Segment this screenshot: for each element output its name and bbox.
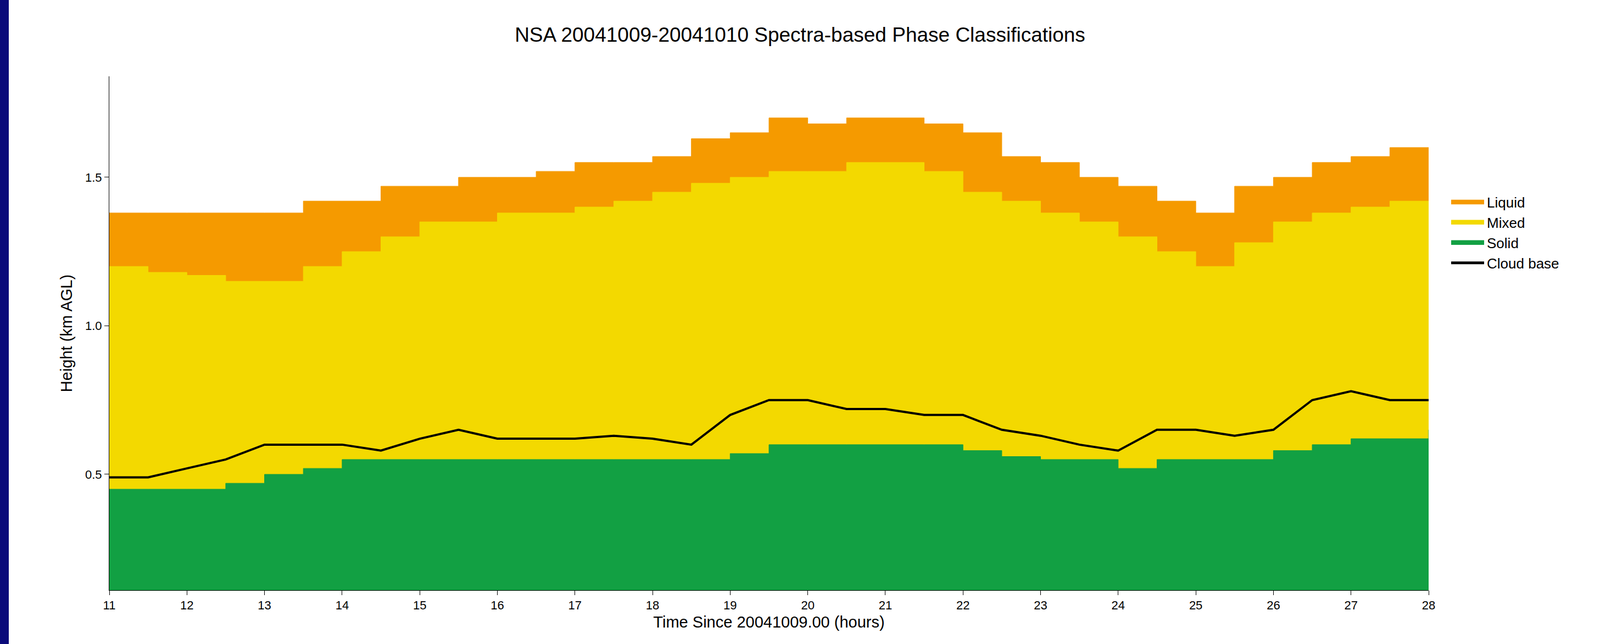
svg-text:16: 16 [490,598,504,613]
svg-text:Liquid: Liquid [1486,194,1525,211]
svg-text:18: 18 [645,598,660,613]
svg-text:19: 19 [723,598,737,613]
svg-text:21: 21 [878,598,893,613]
svg-text:Solid: Solid [1486,235,1519,252]
svg-text:22: 22 [956,598,970,613]
svg-text:15: 15 [413,598,427,613]
svg-text:NSA 20041009-20041010 Spectra-: NSA 20041009-20041010 Spectra-based Phas… [514,23,1086,47]
svg-text:11: 11 [103,598,116,613]
svg-text:Height (km AGL): Height (km AGL) [57,274,76,393]
svg-text:27: 27 [1344,598,1358,613]
svg-text:12: 12 [180,598,194,613]
svg-text:20: 20 [800,598,815,613]
svg-text:14: 14 [335,598,349,613]
svg-text:25: 25 [1189,598,1203,613]
svg-text:23: 23 [1033,598,1047,613]
svg-text:26: 26 [1266,598,1280,613]
svg-text:Cloud base: Cloud base [1486,255,1560,272]
svg-text:1.5: 1.5 [85,170,103,185]
svg-text:17: 17 [568,598,582,613]
svg-text:28: 28 [1422,598,1436,613]
svg-text:24: 24 [1111,598,1125,613]
svg-text:1.0: 1.0 [85,319,103,333]
svg-text:13: 13 [257,598,271,613]
svg-text:0.5: 0.5 [85,467,103,482]
svg-text:Mixed: Mixed [1486,214,1525,232]
svg-text:Time Since 20041009.00 (hours): Time Since 20041009.00 (hours) [653,613,885,632]
